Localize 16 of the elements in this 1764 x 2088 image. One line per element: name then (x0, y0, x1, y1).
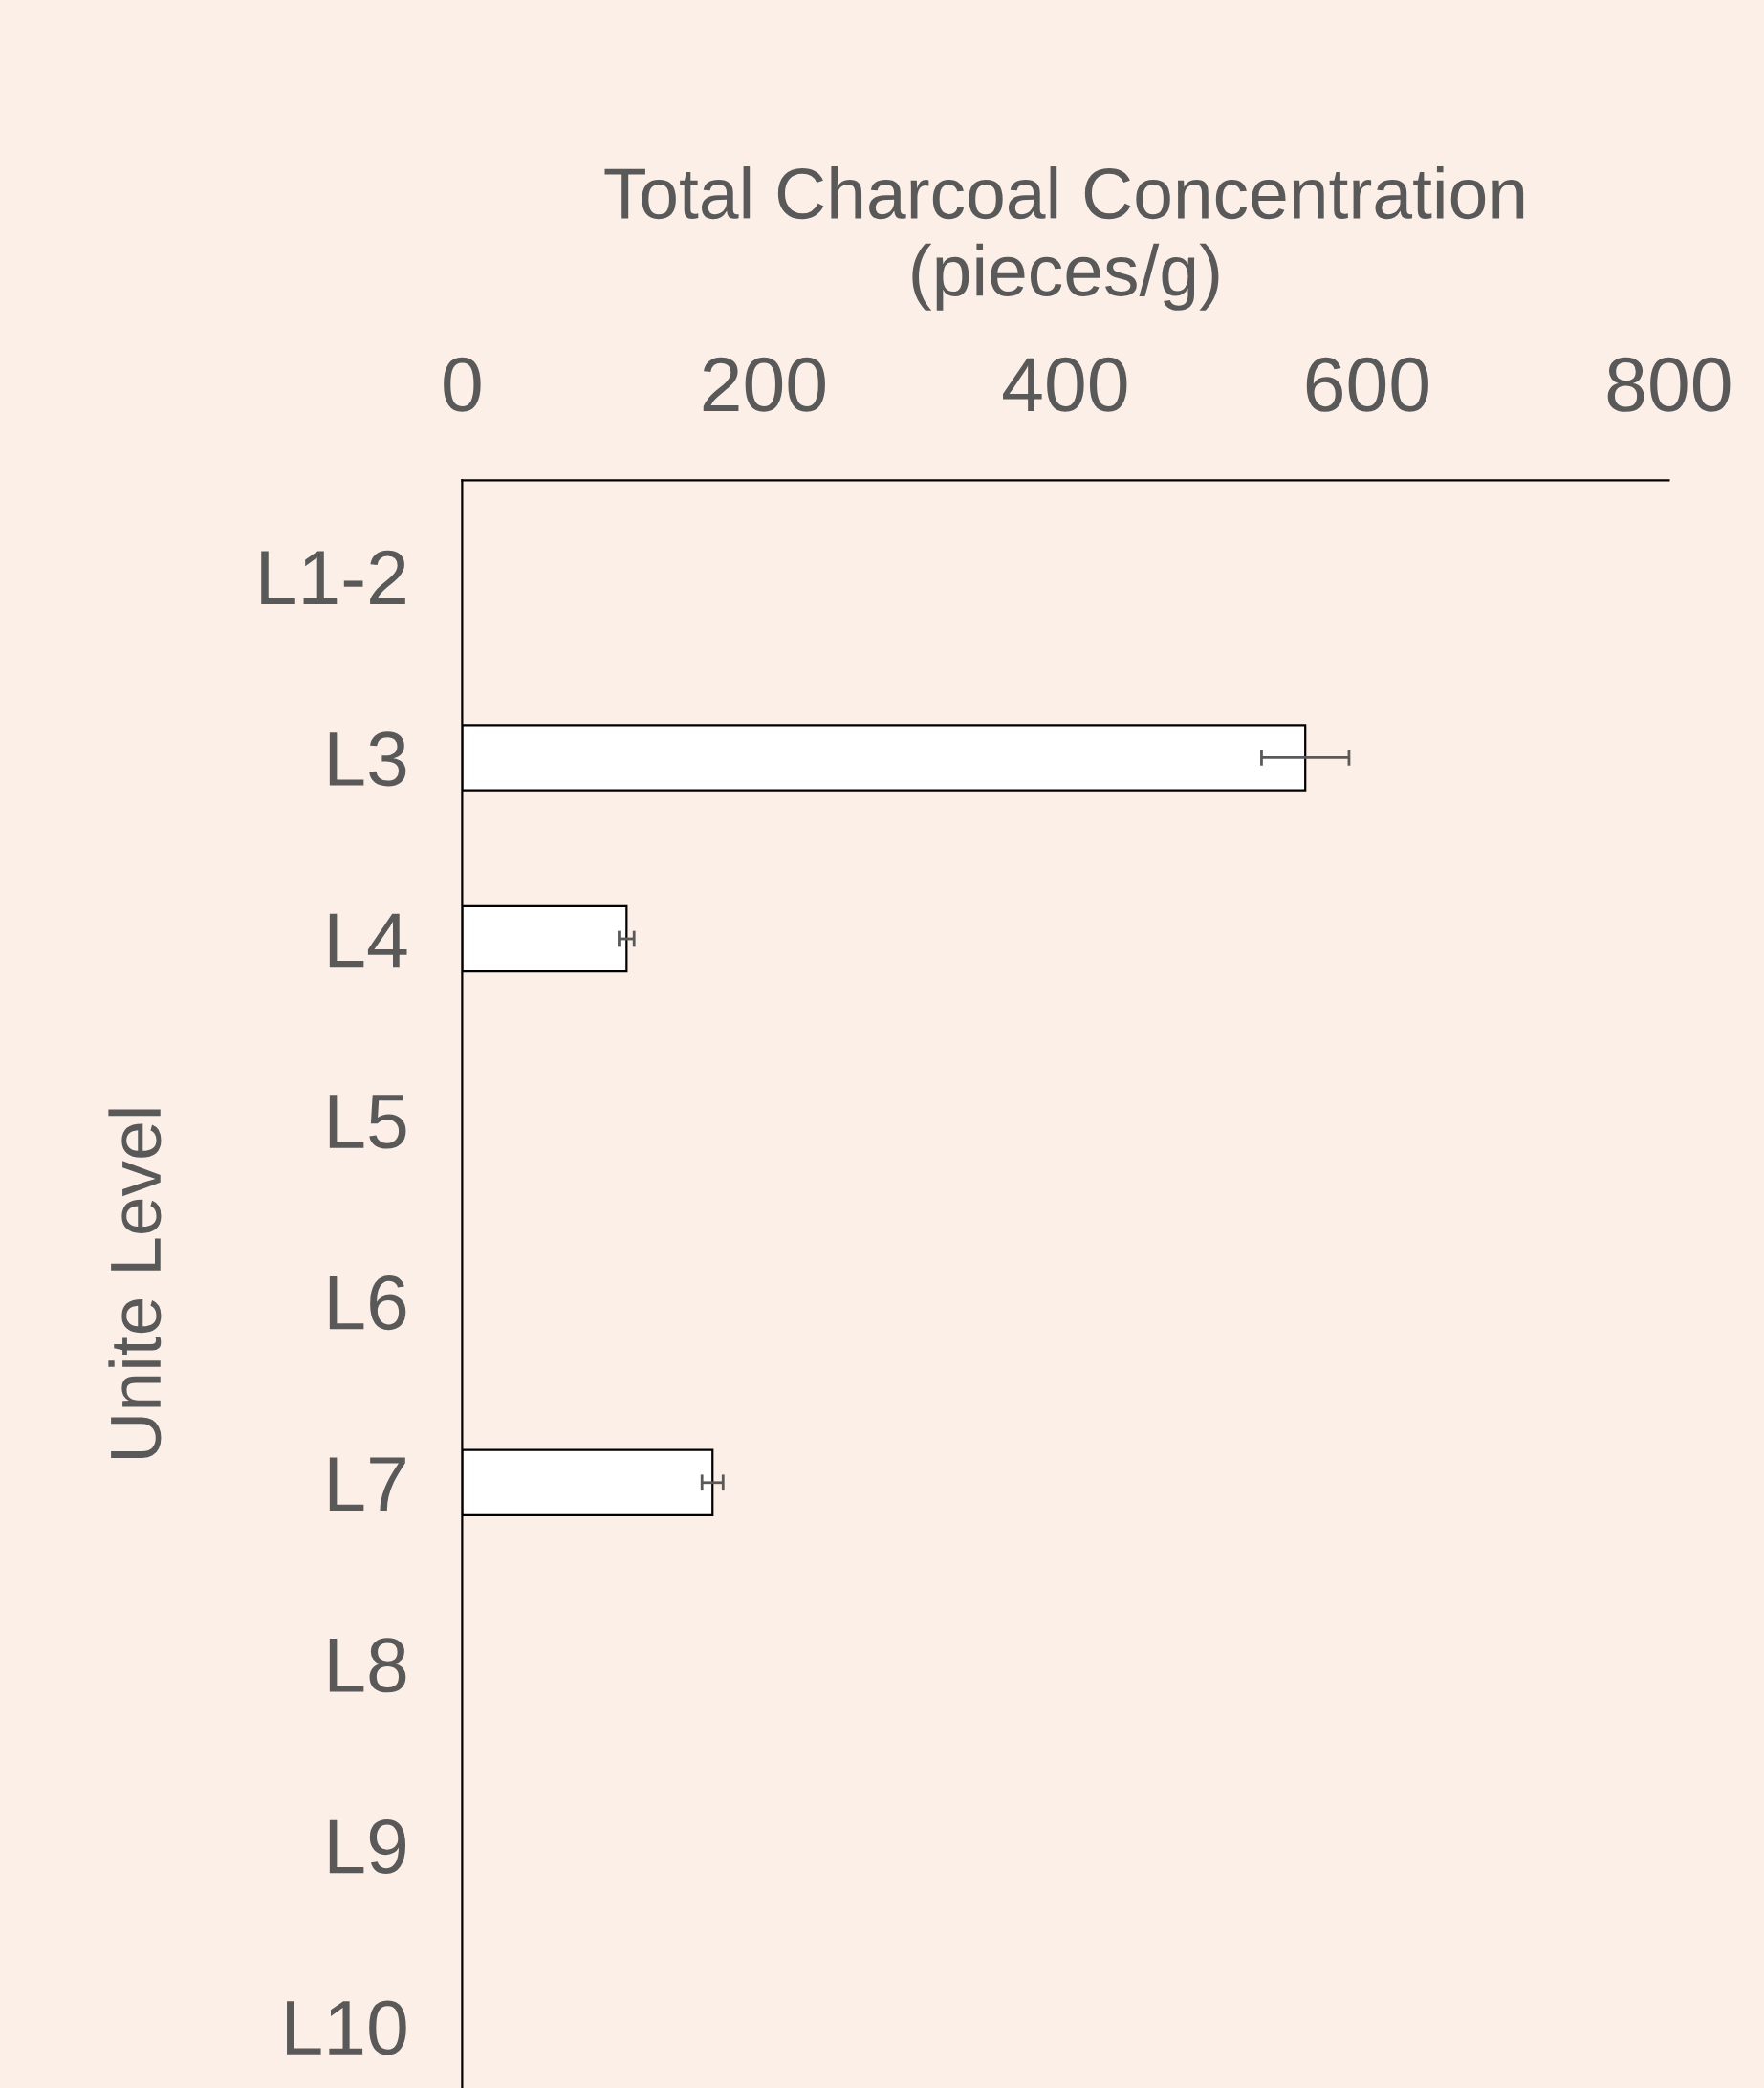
y-tick-label: L6 (329, 1275, 406, 1331)
y-tick-label: L1-2 (261, 550, 405, 604)
y-tick-label: L5 (329, 1095, 406, 1149)
y-tick-label: L8 (329, 1638, 406, 1693)
y-tick-label: L3 (329, 731, 406, 787)
y-axis-title: Unite Level (108, 1109, 162, 1458)
y-tick-label: L9 (329, 1818, 406, 1874)
x-tick-label: 600 (1306, 357, 1428, 412)
x-tick-label: 400 (1003, 357, 1127, 412)
x-tick-label: 0 (444, 357, 481, 412)
y-tick-label: L4 (329, 913, 407, 968)
x-tick-label: 800 (1607, 357, 1731, 412)
x-axis-title: Total Charcoal Concentration (pieces/g) (604, 166, 1524, 311)
y-tick-label: L10 (287, 2000, 406, 2055)
y-tick-label: L7 (329, 1457, 405, 1511)
x-tick-label: 200 (703, 357, 825, 412)
